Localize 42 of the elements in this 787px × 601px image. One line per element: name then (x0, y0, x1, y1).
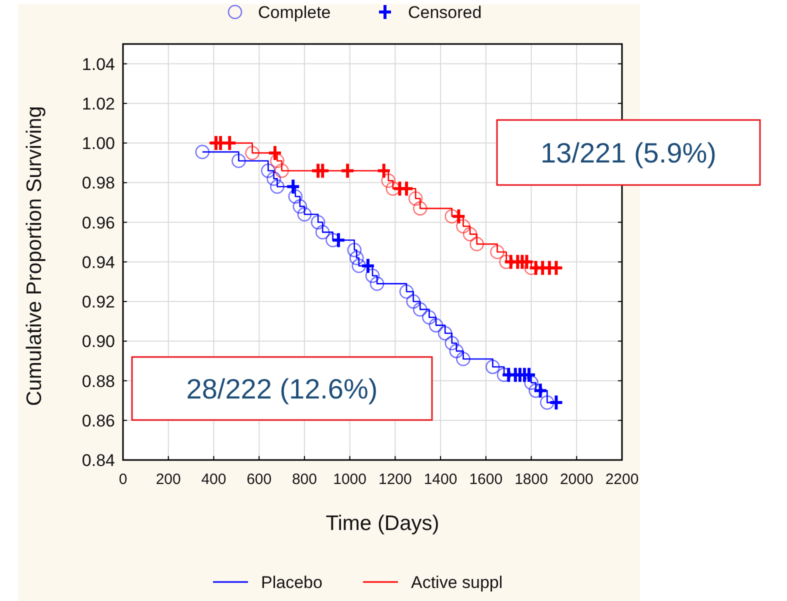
point (548, 394, 564, 412)
point (360, 257, 376, 274)
y-tick-label: 1.02 (82, 94, 115, 114)
point (399, 180, 414, 198)
annotation: 13/221 (5.9%) (540, 138, 716, 168)
x-tick-label: 0 (118, 471, 128, 488)
y-tick-label: 1.00 (82, 134, 115, 154)
y-tick-label: 0.88 (82, 372, 115, 391)
x-tick-label: 400 (201, 471, 226, 488)
y-tick-label: 0.98 (82, 174, 115, 193)
x-tick-label: 1400 (424, 471, 458, 488)
y-tick-label: 1.04 (82, 54, 115, 74)
annotation: 28/222 (12.6%) (186, 374, 378, 404)
x-tick-label: 2000 (560, 471, 594, 488)
legend-label: Placebo (261, 573, 322, 592)
point (286, 178, 301, 196)
y-tick-label: 0.84 (82, 451, 115, 470)
point (340, 162, 356, 180)
legend-label: Censored (408, 3, 482, 22)
x-tick-label: 1800 (514, 471, 548, 488)
x-tick-label: 1600 (469, 471, 503, 488)
x-tick-label: 2200 (605, 471, 639, 488)
point (330, 232, 346, 249)
y-tick-label: 0.94 (82, 252, 115, 272)
point (267, 144, 282, 162)
point (451, 208, 466, 225)
x-tick-label: 1200 (378, 471, 412, 488)
point (532, 382, 548, 400)
legend-label: Complete (258, 3, 331, 22)
y-tick-label: 0.86 (82, 411, 115, 430)
legend-label: Active suppl (411, 573, 503, 592)
x-tick-label: 600 (246, 471, 272, 488)
x-tick-label: 200 (156, 471, 181, 488)
x-tick-label: 800 (292, 471, 317, 488)
y-axis-title: Cumulative Proportion Surviving (23, 106, 46, 406)
point (376, 162, 392, 180)
x-axis-title: Time (Days) (326, 512, 440, 535)
x-tick-label: 1000 (333, 471, 367, 488)
y-tick-label: 0.90 (82, 332, 115, 352)
point (548, 259, 564, 276)
y-tick-label: 0.96 (82, 213, 115, 232)
y-tick-label: 0.92 (82, 292, 115, 312)
